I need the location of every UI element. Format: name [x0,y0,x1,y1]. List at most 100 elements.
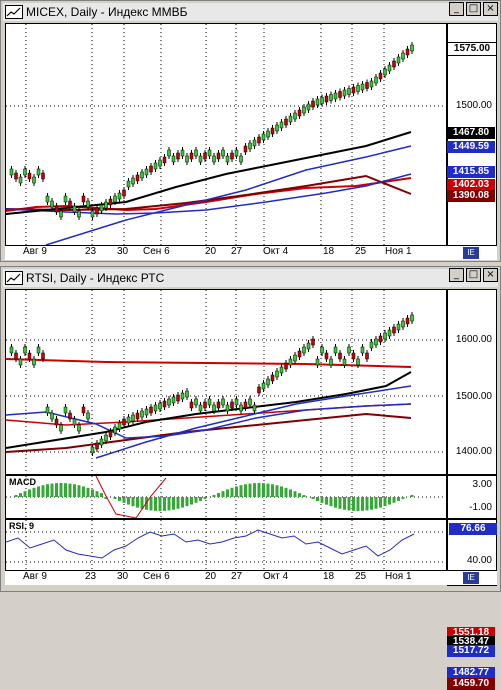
minimize-button[interactable]: _ [449,2,464,16]
micex-price-plot[interactable] [5,23,447,246]
maximize-button[interactable]: □ [466,2,481,16]
candle-body [321,98,324,104]
macd-bar [123,497,126,503]
candle-body [348,347,351,353]
time-axis-label: 25 [355,246,366,257]
candle-body [316,99,319,105]
macd-bar [348,497,351,510]
candle-body [96,208,99,214]
candle-body [91,447,94,453]
candle-body [244,146,247,152]
candle-body [190,153,193,159]
candle-body [87,413,90,419]
candle-body [123,419,126,425]
close-button[interactable]: × [483,268,498,282]
candle-body [100,205,103,211]
candle-body [406,49,409,55]
maximize-button[interactable]: □ [466,268,481,282]
rtsi-price-plot[interactable] [5,289,447,475]
candle-body [208,150,211,156]
macd-plot[interactable]: MACD [5,475,447,519]
candle-body [402,53,405,59]
candle-body [195,150,198,156]
candle-body [24,347,27,353]
candle-body [24,169,27,175]
candle-body [78,211,81,217]
candle-body [163,401,166,407]
candle-body [375,77,378,83]
macd-bar [357,497,360,511]
micex-titlebar[interactable]: MICEX, Daily - Индекс ММВБ [3,3,498,21]
macd-bar [411,495,414,497]
candle-body [366,83,369,89]
candle-body [334,93,337,99]
candle-body [231,153,234,159]
candle-body [348,89,351,95]
macd-bar [159,497,162,511]
candle-body [28,173,31,179]
candle-body [150,166,153,172]
candle-body [276,125,279,131]
candle-body [19,359,22,365]
candle-body [10,347,13,353]
macd-bar [37,486,40,497]
candle-body [10,169,13,175]
time-axis-label: 27 [231,246,242,257]
macd-bar [271,484,274,497]
candle-body [127,417,130,423]
candle-body [114,427,117,433]
macd-bar [114,497,117,499]
time-axis-label: Сен 6 [143,571,170,582]
macd-bar [253,483,256,497]
rsi-scale-40: 40.00 [467,555,492,566]
micex-chart-window[interactable]: MICEX, Daily - Индекс ММВБ _ □ × 1500. [0,0,501,262]
candle-body [222,399,225,405]
rtsi-chart-window[interactable]: RTSI, Daily - Индекс РТС _ □ × 1600 [0,266,501,592]
candle-body [271,128,274,134]
time-axis-label: Окт 4 [263,246,288,257]
macd-bar [397,497,400,501]
candle-body [226,156,229,162]
expand-icon[interactable]: IE [463,572,479,584]
candle-body [397,57,400,63]
candle-body [177,153,180,159]
candle-body [366,353,369,359]
time-axis-label: 30 [117,571,128,582]
macd-bar [46,484,49,497]
candle-body [249,143,252,149]
rtsi-titlebar[interactable]: RTSI, Daily - Индекс РТС [3,269,498,287]
time-axis-label: 18 [323,246,334,257]
candle-body [249,399,252,405]
macd-bar [280,486,283,497]
candle-body [339,92,342,98]
macd-bar [172,497,175,510]
expand-icon[interactable]: IE [463,247,479,259]
time-axis-label: 23 [85,571,96,582]
candle-body [330,359,333,365]
candle-body [307,343,310,349]
rtsi-window-title: RTSI, Daily - Индекс РТС [26,271,164,285]
macd-svg [6,476,446,518]
rsi-plot[interactable]: RSI, 9 [5,519,447,571]
chart-window-icon [5,271,23,285]
candle-body [73,206,76,212]
candle-body [411,315,414,321]
rtsi-scale-label-1500: 1500.00 [456,391,492,402]
macd-bar [15,495,18,497]
macd-bar [316,497,319,501]
candle-body [37,169,40,175]
minimize-button[interactable]: _ [449,268,464,282]
candle-body [217,153,220,159]
candle-body [69,201,72,207]
candle-body [132,415,135,421]
candle-body [289,116,292,122]
close-button[interactable]: × [483,2,498,16]
macd-bar [154,497,157,511]
candle-body [73,419,76,425]
price-tag: 1415.85 [447,166,495,178]
candle-body [105,435,108,441]
macd-bar [55,483,58,497]
candle-body [343,90,346,96]
candle-body [15,353,18,359]
